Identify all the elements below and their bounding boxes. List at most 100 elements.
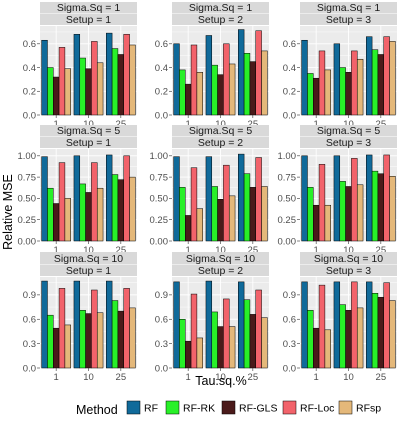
bar-rfsp (389, 176, 396, 242)
bar-rf-loc (223, 298, 230, 369)
x-tick-label: 25 (116, 245, 127, 256)
y-tick-label: 0.2 (283, 87, 296, 98)
x-tick-label: 25 (116, 372, 127, 383)
facet-strip-label: Setup = 1 (66, 137, 111, 149)
bar-rf-rk (243, 299, 251, 369)
bar-rfsp (324, 69, 331, 116)
bar-rf-loc (383, 36, 390, 116)
y-tick-label: 0.25 (278, 215, 297, 226)
legend-label: RF-RK (183, 403, 215, 415)
bar-rf-rk (211, 186, 218, 242)
bar-rf (73, 34, 81, 116)
legend-key-rf-gls (221, 400, 236, 415)
bar-rf-loc (190, 167, 198, 242)
x-tick-label: 1 (54, 245, 59, 256)
bar-rf (301, 39, 308, 116)
bar-rf-rk (307, 73, 314, 116)
bar-rf-gls (117, 179, 124, 242)
bar-rf-loc (123, 155, 130, 242)
legend-key-rf (126, 400, 141, 415)
facet-strip (300, 136, 397, 148)
bar-rfsp (129, 44, 136, 116)
facet-strip (40, 2, 137, 13)
bar-rf (73, 155, 81, 242)
x-tick-label: 10 (343, 245, 354, 256)
bar-rfsp (228, 63, 236, 116)
bar-rf (173, 43, 180, 116)
y-tick-label: 0.75 (18, 172, 37, 183)
y-tick-label: 0.75 (150, 172, 169, 183)
bar-rf-loc (318, 164, 326, 242)
y-tick-label: 0.0 (283, 363, 296, 374)
x-tick-label: 25 (376, 372, 387, 383)
bar-rf-gls (217, 199, 224, 242)
y-tick-label: 0.4 (155, 63, 168, 74)
bar-rf-gls (185, 340, 192, 369)
bar-rf-gls (117, 310, 124, 369)
bar-rf-rk (79, 310, 86, 369)
x-axis-title: Tau.sq.% (195, 374, 246, 388)
facet-strip (300, 13, 397, 25)
bar-rf-loc (91, 41, 98, 116)
bar-rfsp (261, 50, 268, 116)
bar-rfsp (356, 184, 364, 242)
bar-rf-gls (345, 72, 352, 116)
bar-rf-rk (179, 69, 186, 116)
y-tick-label: 1.00 (18, 151, 37, 162)
bar-rfsp (96, 312, 104, 369)
facet-strip (300, 252, 397, 264)
bar-rf-rk (371, 170, 379, 242)
x-tick-label: 1 (54, 372, 59, 383)
bar-rf (41, 156, 48, 242)
bar-rf-gls (85, 68, 92, 116)
y-tick-label: 0.50 (150, 194, 169, 205)
bar-rf-loc (255, 289, 262, 369)
facet-strip-label: Sigma.Sq = 10 (314, 253, 383, 265)
facet-strip (300, 2, 397, 13)
y-tick-label: 0.4 (283, 63, 296, 74)
bar-rf-rk (111, 48, 119, 116)
bar-rfsp (324, 329, 331, 369)
y-tick-label: 0.6 (155, 39, 168, 50)
bar-rf-gls (249, 61, 256, 116)
bar-rf-rk (211, 311, 218, 369)
bar-rf (301, 155, 308, 242)
bar-rf (333, 43, 341, 116)
x-tick-label: 25 (116, 119, 127, 130)
bar-rf-gls (217, 74, 224, 116)
y-tick-label: 0.6 (283, 315, 296, 326)
bar-rf-loc (123, 34, 130, 116)
bar-rf (366, 281, 373, 369)
bar-rf-rk (339, 181, 346, 242)
facet-strip (172, 2, 269, 13)
bar-rf-gls (345, 186, 352, 242)
bar-rf-rk (307, 310, 314, 369)
y-tick-label: 0.9 (155, 290, 168, 301)
y-tick-label: 0.3 (155, 339, 168, 350)
bar-rf-loc (58, 47, 66, 116)
x-tick-label: 10 (215, 119, 226, 130)
legend: Method RF RF-RK RF-GLS RF-Loc RFsp (76, 400, 381, 417)
bar-rf-gls (53, 203, 60, 242)
bar-rf-rk (111, 300, 119, 369)
x-tick-label: 1 (314, 372, 319, 383)
bar-rf-loc (123, 288, 130, 369)
y-tick-label: 0.2 (155, 87, 168, 98)
bar-rf-loc (318, 284, 326, 369)
x-tick-label: 25 (248, 119, 259, 130)
bar-rf-rk (47, 314, 54, 369)
bar-rf (173, 156, 180, 242)
facet-strip-label: Sigma.Sq = 1 (189, 2, 252, 14)
bar-rf-gls (377, 54, 384, 116)
bar-rf-rk (243, 53, 251, 116)
x-tick-label: 10 (343, 372, 354, 383)
x-tick-label: 25 (248, 245, 259, 256)
bar-rf-gls (185, 83, 192, 116)
y-tick-label: 0.9 (283, 290, 296, 301)
bar-rf-loc (383, 154, 390, 242)
y-tick-label: 0.50 (18, 194, 37, 205)
bar-rfsp (196, 337, 203, 369)
bar-rf (205, 280, 213, 369)
x-tick-label: 1 (54, 119, 59, 130)
